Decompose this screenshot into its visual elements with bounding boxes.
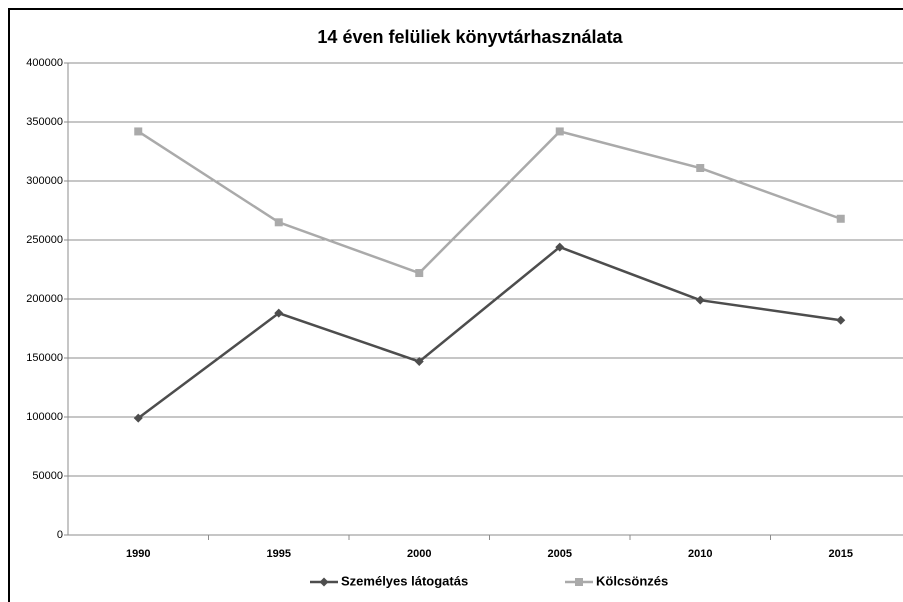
marker bbox=[134, 127, 143, 136]
legend-label: Személyes látogatás bbox=[341, 573, 468, 588]
y-tick-label: 350000 bbox=[26, 116, 63, 128]
marker bbox=[836, 315, 846, 325]
x-tick-label: 2015 bbox=[829, 548, 853, 560]
legend-marker bbox=[575, 578, 583, 586]
x-tick-label: 2010 bbox=[688, 548, 712, 560]
y-tick-label: 100000 bbox=[26, 411, 63, 423]
marker bbox=[415, 269, 424, 278]
marker bbox=[695, 295, 705, 305]
x-tick-label: 1995 bbox=[267, 548, 291, 560]
chart-title: 14 éven felüliek könyvtárhasználata bbox=[317, 27, 623, 47]
y-tick-label: 200000 bbox=[26, 293, 63, 305]
y-tick-label: 300000 bbox=[26, 175, 63, 187]
x-tick-label: 2005 bbox=[548, 548, 572, 560]
y-tick-label: 150000 bbox=[26, 352, 63, 364]
marker bbox=[133, 413, 143, 423]
marker bbox=[555, 127, 564, 136]
x-tick-label: 2000 bbox=[407, 548, 431, 560]
marker bbox=[836, 214, 845, 223]
marker bbox=[696, 164, 705, 173]
x-tick-label: 1990 bbox=[126, 548, 150, 560]
y-tick-label: 50000 bbox=[32, 470, 63, 482]
marker bbox=[555, 242, 565, 252]
series-line bbox=[137, 245, 841, 420]
marker bbox=[274, 218, 283, 227]
marker bbox=[274, 308, 284, 318]
chart-frame bbox=[8, 8, 903, 602]
y-tick-label: 250000 bbox=[26, 234, 63, 246]
y-tick-label: 400000 bbox=[26, 57, 63, 69]
legend-label: Kölcsönzés bbox=[596, 573, 668, 588]
series-line bbox=[137, 130, 842, 275]
marker bbox=[414, 357, 424, 367]
y-tick-label: 0 bbox=[57, 529, 63, 541]
legend-marker bbox=[319, 577, 329, 587]
